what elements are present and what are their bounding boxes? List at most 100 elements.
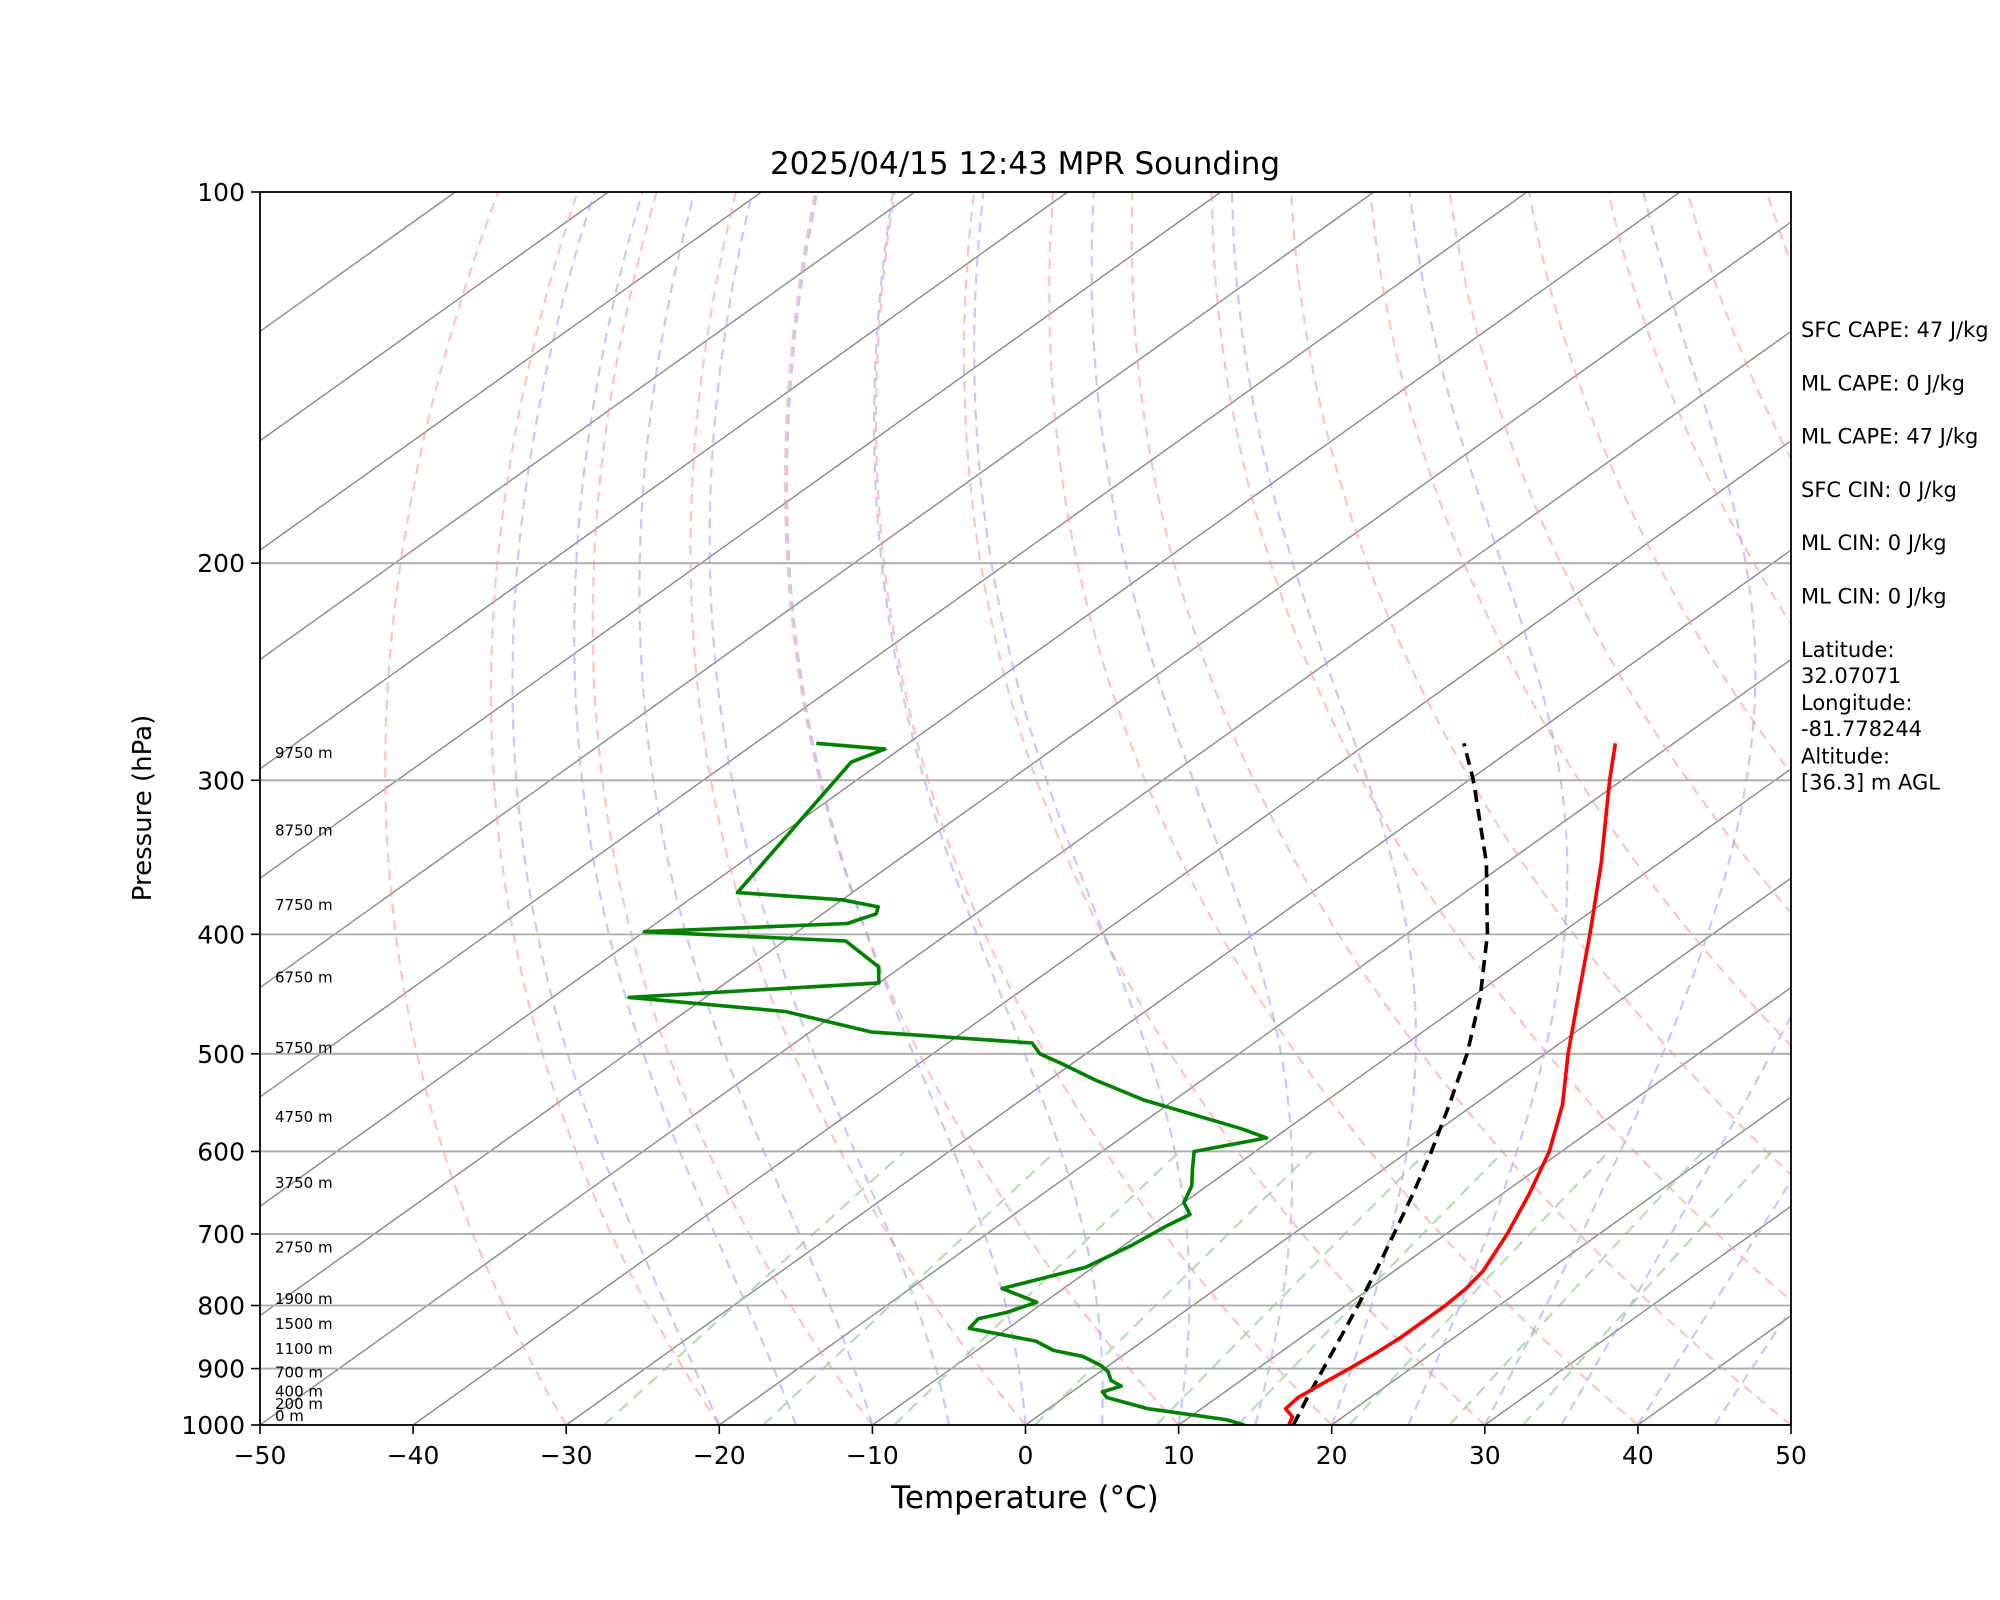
x-tick-label: −20 — [693, 1441, 746, 1470]
moist-adiabat-line — [1713, 1307, 1791, 1425]
isotherm-line — [260, 192, 609, 442]
annotation-text: Longitude: -81.778244 — [1801, 691, 1922, 741]
isotherm-line — [260, 192, 762, 552]
isotherm-line — [260, 192, 915, 661]
dry-adiabat-line — [591, 192, 874, 1425]
x-tick-label: 20 — [1316, 1441, 1348, 1470]
annotation-text: ML CIN: 0 J/kg — [1801, 531, 1947, 555]
height-label: 6750 m — [275, 969, 333, 987]
mixing-ratio-line — [1034, 1150, 1314, 1425]
mixing-ratio-line — [762, 1150, 1057, 1425]
isotherm-line — [565, 549, 1791, 1425]
annotation-text: Altitude: [36.3] m AGL — [1801, 744, 1940, 794]
temperature-profile-line — [1283, 743, 1618, 1425]
mixing-ratio-line — [603, 1150, 906, 1425]
x-tick-label: −50 — [234, 1441, 287, 1470]
annotation-text: SFC CIN: 0 J/kg — [1801, 478, 1957, 502]
x-tick-label: 50 — [1775, 1441, 1807, 1470]
x-tick-label: 0 — [1018, 1441, 1034, 1470]
moist-adiabat-line — [511, 192, 721, 1425]
dry-adiabat-line — [962, 192, 1486, 1425]
isotherm-line — [1484, 1205, 1791, 1425]
annotation-text: ML CIN: 0 J/kg — [1801, 585, 1947, 609]
height-label: 400 m — [275, 1382, 323, 1400]
y-tick-label: 700 — [197, 1220, 245, 1249]
height-label: 7750 m — [275, 896, 333, 914]
dry-adiabat-line — [689, 192, 1027, 1425]
isotherm-line — [260, 221, 1791, 1317]
moist-adiabat-line — [872, 192, 1104, 1425]
mixing-ratio-line — [1522, 1150, 1773, 1425]
mixing-ratio-line — [893, 1150, 1181, 1425]
x-tick-label: −40 — [387, 1441, 440, 1470]
dry-adiabat-line — [783, 192, 1180, 1425]
y-tick-label: 800 — [197, 1292, 245, 1321]
height-label: 1500 m — [275, 1315, 333, 1333]
dry-adiabat-line — [490, 192, 721, 1425]
mixing-ratio-line — [1448, 1150, 1704, 1425]
dry-adiabat-line — [1048, 192, 1639, 1425]
moist-adiabat-line — [573, 192, 797, 1425]
dry-adiabat-line — [1527, 192, 1791, 776]
isotherm-line — [718, 658, 1791, 1425]
height-label: 8750 m — [275, 821, 333, 839]
isotherm-line — [260, 330, 1791, 1425]
moist-adiabat-line — [1636, 1179, 1791, 1425]
y-tick-label: 200 — [197, 549, 245, 578]
moist-adiabat-line — [1407, 192, 1569, 1425]
isotherm-line — [871, 767, 1791, 1425]
isotherm-line — [412, 439, 1791, 1425]
chart-title: 2025/04/15 12:43 MPR Sounding — [770, 146, 1280, 182]
annotation-text: ML CAPE: 0 J/kg — [1801, 371, 1965, 395]
dry-adiabat-line — [384, 192, 568, 1425]
y-tick-label: 400 — [197, 920, 245, 949]
moist-adiabat-line — [638, 192, 874, 1425]
height-label: 3750 m — [275, 1174, 333, 1192]
height-label: 700 m — [275, 1364, 323, 1382]
moist-adiabat-line — [708, 192, 951, 1425]
isotherm-line — [1178, 986, 1791, 1425]
annotation-text: SFC CAPE: 47 J/kg — [1801, 318, 1989, 342]
dewpoint-profile-line — [627, 741, 1269, 1425]
moist-adiabat-line — [1230, 192, 1417, 1425]
isotherm-line — [260, 192, 1222, 880]
x-axis-label: Temperature (°C) — [890, 1480, 1159, 1516]
dry-adiabat-line — [1289, 192, 1791, 1177]
annotation-text: ML CAPE: 47 J/kg — [1801, 425, 1978, 449]
height-label: 200 m — [275, 1395, 323, 1413]
moist-adiabat-line — [785, 192, 1027, 1425]
height-label: 1100 m — [275, 1340, 333, 1358]
isotherm-line — [260, 192, 1681, 1208]
isotherm-line — [260, 192, 1069, 770]
height-label: 0 m — [275, 1407, 304, 1425]
moist-adiabat-line — [1090, 192, 1294, 1425]
y-tick-label: 100 — [197, 178, 245, 207]
x-tick-label: −30 — [540, 1441, 593, 1470]
x-tick-label: 10 — [1163, 1441, 1195, 1470]
height-label: 4750 m — [275, 1108, 333, 1126]
x-tick-label: 30 — [1469, 1441, 1501, 1470]
y-axis-label: Pressure (hPa) — [128, 715, 158, 902]
height-label: 9750 m — [275, 744, 333, 762]
height-label: 1900 m — [275, 1290, 333, 1308]
y-tick-label: 600 — [197, 1137, 245, 1166]
isotherm-line — [1025, 877, 1791, 1425]
isotherm-line — [260, 192, 1528, 1098]
y-tick-label: 900 — [197, 1355, 245, 1384]
dry-adiabat-line — [874, 192, 1333, 1425]
parcel-profile-line — [1291, 742, 1490, 1425]
y-tick-label: 500 — [197, 1040, 245, 1069]
plot-frame — [259, 191, 1792, 1426]
x-tick-label: −10 — [846, 1441, 899, 1470]
dry-adiabat-line — [1130, 192, 1791, 1425]
dry-adiabat-line — [1210, 192, 1791, 1303]
y-tick-label: 300 — [197, 766, 245, 795]
y-tick-label: 1000 — [181, 1411, 245, 1440]
x-tick-label: 40 — [1622, 1441, 1654, 1470]
height-label: 2750 m — [275, 1239, 333, 1257]
height-label: 5750 m — [275, 1039, 333, 1057]
annotation-text: Latitude: 32.07071 — [1801, 638, 1901, 688]
isotherm-line — [260, 192, 1375, 989]
